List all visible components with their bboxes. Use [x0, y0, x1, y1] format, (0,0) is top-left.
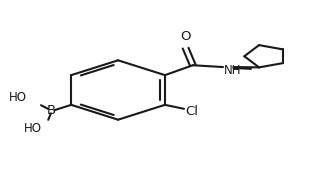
Text: HO: HO — [24, 122, 42, 135]
Text: B: B — [47, 104, 56, 117]
Text: O: O — [180, 30, 191, 43]
Text: Cl: Cl — [186, 105, 199, 118]
Text: HO: HO — [9, 91, 27, 104]
Text: NH: NH — [224, 64, 242, 77]
